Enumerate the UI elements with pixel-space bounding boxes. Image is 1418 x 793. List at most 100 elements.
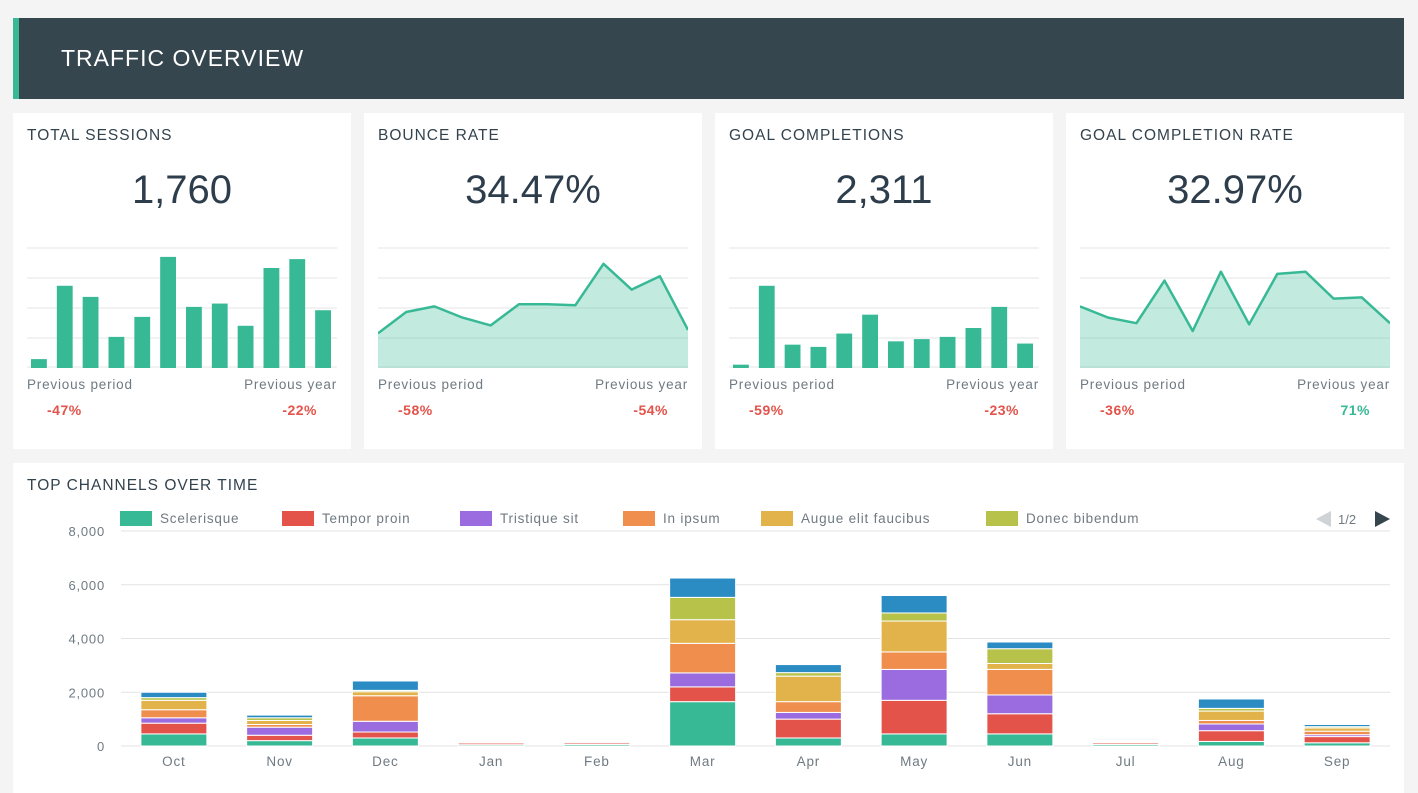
stack-segment: [986, 641, 1054, 650]
spark-bar: [289, 259, 306, 368]
legend-swatch: [120, 511, 152, 526]
stack-segment: [140, 722, 208, 735]
spark-bar: [733, 364, 749, 368]
spark-line: [378, 262, 688, 335]
spark-area: [378, 263, 688, 368]
x-tick-label: Feb: [584, 754, 610, 769]
spark-bar: [836, 333, 853, 368]
stack-segment: [351, 737, 419, 747]
dashboard-header: TRAFFIC OVERVIEW: [13, 18, 1404, 99]
legend-label: Tempor proin: [322, 511, 411, 526]
next-page-arrow-icon[interactable]: [1375, 511, 1390, 527]
stack-segment: [669, 642, 737, 674]
stack-segment: [351, 691, 419, 697]
stack-segment: [140, 699, 208, 711]
y-tick-label: 6,000: [68, 578, 105, 593]
stack-segment: [1303, 730, 1371, 736]
spark-bar: [263, 268, 280, 368]
spark-bar: [134, 316, 151, 368]
kpi-value: 2,311: [835, 168, 933, 212]
spark-bar: [211, 303, 228, 368]
spark-line: [1080, 270, 1390, 333]
stack-segment: [669, 577, 737, 598]
stack-segment: [1197, 723, 1265, 732]
legend-swatch: [986, 511, 1018, 526]
kpi-value: 32.97%: [1167, 168, 1303, 212]
previous-period-change: -59%: [749, 402, 784, 418]
legend-swatch: [623, 511, 655, 526]
previous-period-label: Previous period: [1080, 377, 1186, 392]
spark-bar: [913, 339, 930, 368]
stack-segment: [669, 686, 737, 703]
x-tick-label: Jan: [479, 754, 503, 769]
previous-year-label: Previous year: [244, 377, 337, 392]
stack-segment: [140, 717, 208, 724]
x-tick-label: Jul: [1116, 754, 1136, 769]
stack-segment: [774, 718, 842, 739]
stack-segment: [1197, 740, 1265, 747]
spark-bar: [315, 310, 331, 368]
previous-page-arrow-icon[interactable]: [1316, 511, 1331, 527]
stack-segment: [669, 596, 737, 621]
stack-segment: [774, 737, 842, 747]
previous-period-label: Previous period: [27, 377, 133, 392]
kpi-title: BOUNCE RATE: [378, 127, 500, 144]
y-tick-label: 8,000: [68, 524, 105, 539]
kpi-sparkline: [27, 247, 337, 368]
spark-bar: [160, 256, 176, 368]
y-tick-label: 0: [97, 739, 105, 754]
kpi-card-bounce-rate: BOUNCE RATE 34.47% Previous period Previ…: [364, 113, 702, 449]
kpi-value: 34.47%: [465, 168, 601, 212]
legend-label: In ipsum: [663, 511, 721, 526]
spark-bar: [784, 344, 801, 368]
kpi-card-total-sessions: TOTAL SESSIONS 1,760 Previous period Pre…: [13, 113, 351, 449]
stack-segment: [140, 709, 208, 719]
stack-segment: [880, 733, 948, 747]
spark-bar: [888, 341, 904, 368]
stack-segment: [246, 726, 314, 736]
stack-segment: [1197, 710, 1265, 721]
stack-segment: [246, 734, 314, 742]
top-channels-panel: 0 2,000 4,000 6,000 8,000 Oct Nov Dec Jan Feb Mar A…: [13, 463, 1404, 793]
stack-segment: [1303, 736, 1371, 744]
spark-bar: [965, 328, 982, 368]
y-tick-label: 2,000: [68, 685, 105, 700]
stack-segment: [774, 701, 842, 713]
stack-segment: [351, 731, 419, 739]
previous-period-label: Previous period: [378, 377, 484, 392]
spark-bar: [108, 336, 125, 368]
stack-segment: [1092, 737, 1160, 741]
x-tick-label: Aug: [1218, 754, 1244, 769]
stack-segment: [669, 701, 737, 747]
stack-segment: [986, 648, 1054, 664]
stack-segment: [246, 719, 314, 725]
stack-segment: [669, 672, 737, 688]
stack-segment: [880, 620, 948, 653]
previous-year-label: Previous year: [595, 377, 688, 392]
spark-bar: [31, 359, 47, 368]
kpi-sparkline: [378, 247, 688, 368]
panel-title: TOP CHANNELS OVER TIME: [27, 477, 259, 494]
stack-segment: [246, 714, 314, 719]
legend-pager: 1/2: [1316, 510, 1390, 528]
stack-segment: [774, 711, 842, 720]
stack-segment: [246, 740, 314, 747]
stack-segment: [1197, 730, 1265, 742]
legend-page-number: 1/2: [1338, 512, 1357, 527]
y-tick-label: 4,000: [68, 632, 105, 647]
x-tick-label: Dec: [372, 754, 398, 769]
kpi-title: TOTAL SESSIONS: [27, 127, 173, 144]
stack-segment: [880, 651, 948, 670]
stack-segment: [1197, 698, 1265, 709]
previous-period-change: -58%: [398, 402, 433, 418]
stack-segment: [986, 733, 1054, 747]
stacked-bar-chart: 0 2,000 4,000 6,000 8,000 Oct Nov Dec Jan Feb Mar A…: [68, 524, 1390, 769]
kpi-title: GOAL COMPLETIONS: [729, 127, 905, 144]
spark-bar: [991, 306, 1008, 368]
stack-segment: [880, 668, 948, 701]
previous-year-change: 71%: [1340, 402, 1370, 418]
spark-bar: [939, 336, 956, 368]
x-tick-label: Nov: [266, 754, 292, 769]
previous-year-change: -23%: [984, 402, 1019, 418]
stack-segment: [351, 680, 419, 691]
